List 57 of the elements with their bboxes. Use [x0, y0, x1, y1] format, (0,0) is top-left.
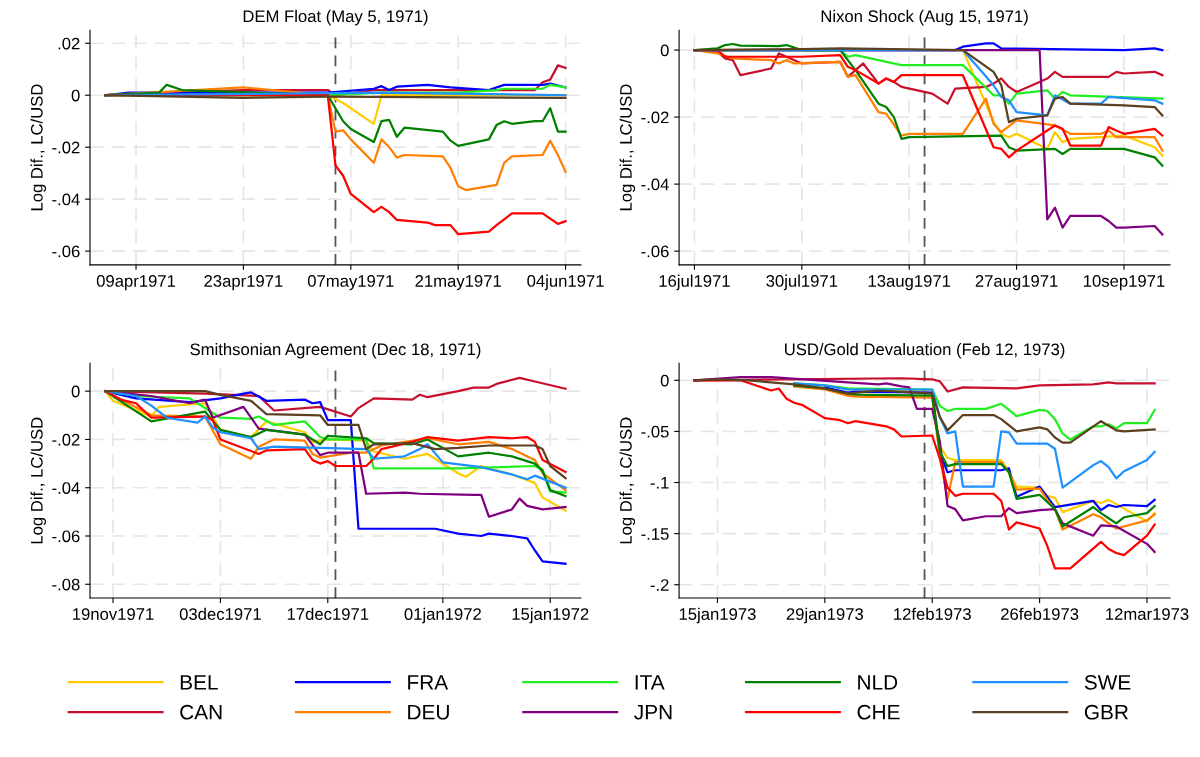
y-tick-label: -.05 — [641, 425, 669, 438]
legend-label: ITA — [635, 675, 665, 690]
x-tick-label: 01jan1972 — [404, 607, 481, 624]
x-tick-label: 03dec1971 — [179, 607, 261, 620]
y-tick-label: 0 — [71, 385, 80, 398]
y-tick-label: -.06 — [52, 245, 80, 258]
y-tick-label: -.1 — [650, 477, 669, 489]
x-tick-label: 27aug1971 — [975, 275, 1058, 291]
y-tick-label: -.04 — [52, 193, 80, 206]
y-tick-label: -.02 — [52, 433, 80, 446]
y-tick-label: .02 — [58, 37, 80, 50]
legend-label: FRA — [408, 675, 449, 690]
x-tick-label: 23apr1971 — [204, 275, 283, 291]
x-tick-label: 10sep1971 — [1084, 275, 1165, 291]
x-tick-label: 30jul1971 — [766, 274, 838, 291]
legend-label: GBR — [1084, 704, 1128, 720]
x-tick-label: 29jan1973 — [786, 607, 864, 624]
x-tick-label: 09apr1971 — [96, 275, 176, 291]
y-tick-label: -.08 — [52, 578, 80, 591]
legend-label: SWE — [1084, 674, 1131, 690]
chart-title: DEM Float (May 5, 1971) — [243, 9, 428, 26]
y-axis-title: Log Dif., LC/USD — [619, 417, 636, 544]
chart-title: USD/Gold Devaluation (Feb 12, 1973) — [785, 343, 1065, 359]
x-tick-label: 07may1971 — [307, 275, 394, 291]
y-tick-label: -.02 — [52, 141, 80, 154]
y-tick-label: -.06 — [641, 245, 669, 258]
y-tick-label: -.04 — [641, 178, 669, 191]
x-tick-label: 04jun1971 — [527, 274, 604, 291]
legend-label: BEL — [180, 675, 218, 690]
legend-label: CAN — [180, 704, 222, 720]
x-tick-label: 13aug1971 — [868, 275, 951, 291]
legend-label: NLD — [858, 675, 898, 690]
x-tick-label: 17dec1971 — [287, 607, 369, 620]
x-tick-label: 16jul1971 — [659, 274, 730, 291]
x-tick-label: 15jan1972 — [512, 607, 589, 624]
x-tick-label: 26feb1973 — [1001, 607, 1079, 620]
x-tick-label: 12mar1973 — [1106, 608, 1189, 620]
y-tick-label: -.15 — [641, 528, 669, 540]
y-tick-label: 0 — [660, 44, 669, 57]
x-tick-label: 19nov1971 — [73, 608, 154, 620]
legend-label: CHE — [857, 704, 900, 720]
y-tick-label: 0 — [660, 374, 669, 387]
y-tick-label: -.06 — [52, 530, 80, 543]
x-tick-label: 15jan1973 — [679, 607, 756, 624]
y-axis-title: Log Dif., LC/USD — [30, 417, 47, 544]
x-tick-label: 12feb1973 — [894, 607, 971, 620]
chart-title: Smithsonian Agreement (Dec 18, 1971) — [190, 343, 481, 359]
chart-title: Nixon Shock (Aug 15, 1971) — [821, 9, 1028, 26]
y-axis-title: Log Dif., LC/USD — [30, 84, 47, 211]
y-tick-label: -.04 — [52, 482, 80, 494]
y-tick-label: -.2 — [650, 579, 669, 591]
legend-label: DEU — [408, 705, 449, 720]
x-tick-label: 21may1971 — [415, 275, 501, 291]
legend-label: JPN — [634, 705, 672, 720]
y-tick-label: -.02 — [641, 111, 669, 124]
y-tick-label: 0 — [71, 89, 80, 102]
y-axis-title: Log Dif., LC/USD — [619, 84, 636, 211]
